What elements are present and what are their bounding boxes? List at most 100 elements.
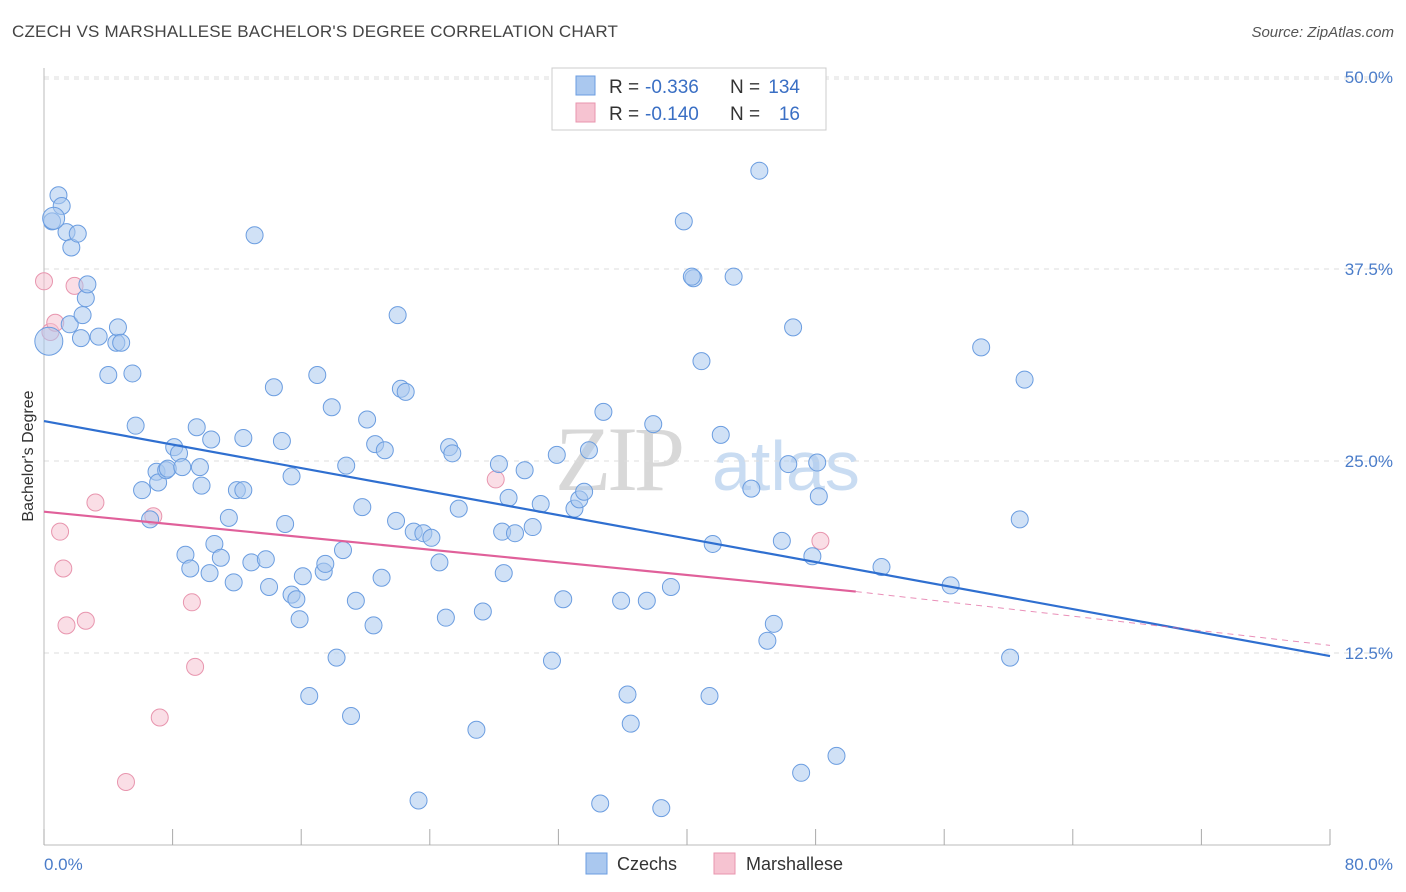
y-tick-label: 12.5% — [1345, 644, 1393, 663]
czech-point — [612, 591, 631, 610]
czech-point — [108, 318, 127, 337]
czech-point — [409, 791, 428, 810]
czech-point — [808, 453, 827, 472]
czech-point — [364, 616, 383, 635]
czech-point — [173, 458, 192, 477]
czech-point — [700, 687, 719, 706]
czech-point — [523, 518, 542, 537]
source-label: Source: ZipAtlas.com — [1251, 24, 1394, 41]
czech-point — [34, 326, 64, 356]
czech-point — [60, 315, 79, 334]
y-tick-label: 50.0% — [1345, 68, 1393, 87]
y-axis-title: Bachelor's Degree — [20, 390, 37, 521]
czech-point — [202, 430, 221, 449]
czech-point — [575, 482, 594, 501]
czech-point — [644, 415, 663, 434]
czech-point — [750, 161, 769, 180]
czech-point — [724, 267, 743, 286]
marshallese-point — [186, 657, 205, 676]
legend-marsh-n-value: 16 — [779, 104, 800, 125]
czech-point — [473, 602, 492, 621]
bottom-legend-marsh-swatch — [713, 852, 736, 875]
czech-point — [764, 614, 783, 633]
czech-point — [190, 458, 209, 477]
czech-point — [112, 333, 131, 352]
czech-point — [256, 550, 275, 569]
correlation-legend: R = -0.336 N = 134 R = -0.140 N = 16 — [551, 67, 827, 131]
czech-point — [224, 573, 243, 592]
bottom-legend-marsh-label: Marshallese — [746, 854, 843, 874]
czech-point — [1010, 510, 1029, 529]
marshallese-trendline — [43, 510, 856, 593]
czech-point — [661, 577, 680, 596]
czech-point — [99, 365, 118, 384]
czech-point — [264, 378, 283, 397]
czech-point — [387, 511, 406, 530]
czech-point — [422, 528, 441, 547]
czech-point — [637, 591, 656, 610]
czech-point — [260, 577, 279, 596]
marshallese-point — [86, 493, 105, 512]
czech-trendline — [43, 419, 1331, 658]
marshallese-point — [35, 272, 53, 291]
czech-point — [192, 476, 211, 495]
x-tick-label-min: 0.0% — [44, 855, 83, 874]
x-ticks — [43, 829, 1331, 845]
czech-point — [758, 631, 777, 650]
czech-point — [141, 510, 160, 529]
czech-point — [547, 445, 566, 464]
marshallese-point — [76, 611, 95, 630]
czech-point — [674, 212, 693, 231]
czech-point — [200, 564, 219, 583]
czech-point — [123, 364, 142, 383]
czech-point — [272, 432, 291, 451]
czech-point — [187, 418, 206, 437]
czech-point — [594, 402, 613, 421]
czech-point — [779, 455, 798, 474]
czech-point — [579, 441, 598, 460]
czech-point — [772, 531, 791, 550]
czech-point — [276, 514, 295, 533]
bottom-legend-czech-label: Czechs — [617, 854, 677, 874]
marshallese-trendline-extension — [855, 591, 1331, 646]
czech-point — [234, 428, 253, 447]
czech-point — [692, 352, 711, 371]
czech-point — [396, 382, 415, 401]
czech-point — [346, 591, 365, 610]
czech-point — [1001, 648, 1020, 667]
czech-point — [133, 481, 152, 500]
czech-point — [71, 329, 90, 348]
czech-point — [388, 306, 407, 325]
czech-point — [784, 318, 803, 337]
czech-point — [792, 763, 811, 782]
czech-point — [327, 648, 346, 667]
czech-point — [322, 398, 341, 417]
legend-marsh-n-label: N = — [730, 104, 760, 125]
czech-point — [682, 267, 701, 286]
czech-point — [505, 524, 524, 543]
czech-point — [618, 685, 637, 704]
czech-point — [89, 327, 108, 346]
legend-czech-swatch — [575, 75, 596, 96]
czech-point — [449, 499, 468, 518]
czech-point — [494, 564, 513, 583]
czech-point — [290, 610, 309, 629]
czech-point — [1015, 370, 1034, 389]
czech-point — [375, 441, 394, 460]
czech-point — [430, 553, 449, 572]
czech-point — [293, 567, 312, 586]
czech-point — [809, 487, 828, 506]
x-tick-label-max: 80.0% — [1345, 855, 1393, 874]
y-tick-label: 37.5% — [1345, 260, 1393, 279]
czech-point — [308, 365, 327, 384]
czech-point — [711, 425, 730, 444]
y-tick-labels: 12.5% 25.0% 37.5% 50.0% — [1345, 68, 1393, 663]
czech-point — [126, 416, 145, 435]
czech-point — [436, 608, 455, 627]
czech-points — [34, 161, 1034, 818]
czech-point — [282, 467, 301, 486]
marshallese-point — [116, 773, 135, 792]
czech-point — [287, 590, 306, 609]
legend-czech-r-value: -0.336 — [645, 77, 699, 98]
